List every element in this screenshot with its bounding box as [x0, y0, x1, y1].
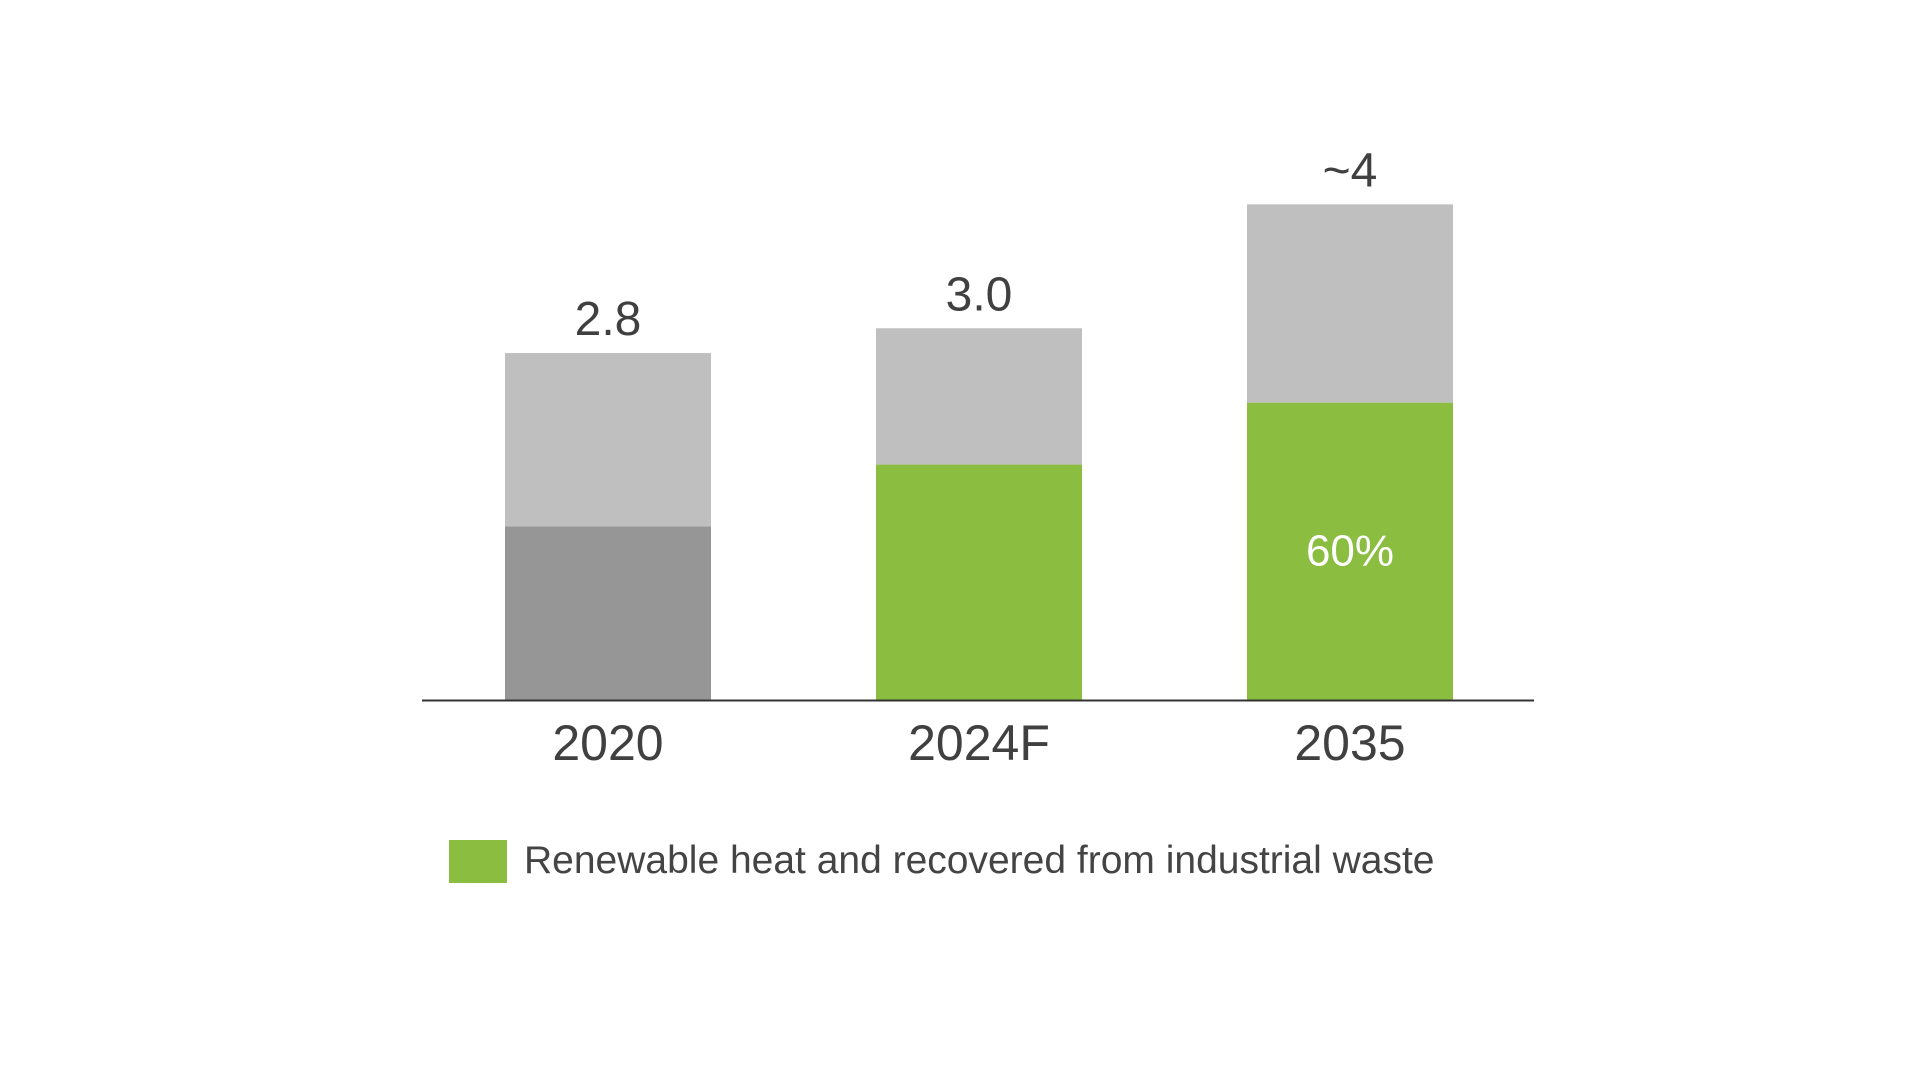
bar-segment-2035-0 — [1247, 402, 1453, 700]
legend-label: Renewable heat and recovered from indust… — [524, 839, 1435, 882]
x-tick-label-2035: 2035 — [1294, 715, 1405, 771]
bar-segment-2020-1 — [505, 353, 711, 527]
total-label-2024F: 3.0 — [946, 268, 1013, 321]
bar-segment-2024F-1 — [876, 328, 1082, 465]
legend-swatch — [449, 839, 507, 883]
bar-segment-2035-1 — [1247, 204, 1453, 403]
bar-segment-2024F-0 — [876, 464, 1082, 700]
legend: Renewable heat and recovered from indust… — [449, 839, 1435, 883]
total-label-2020: 2.8 — [575, 293, 642, 346]
total-label-2035: ~4 — [1323, 144, 1378, 197]
segment-label-2035: 60% — [1306, 526, 1394, 575]
x-tick-label-2020: 2020 — [552, 715, 663, 771]
bar-segment-2020-0 — [505, 526, 711, 700]
x-tick-label-2024F: 2024F — [908, 715, 1050, 771]
